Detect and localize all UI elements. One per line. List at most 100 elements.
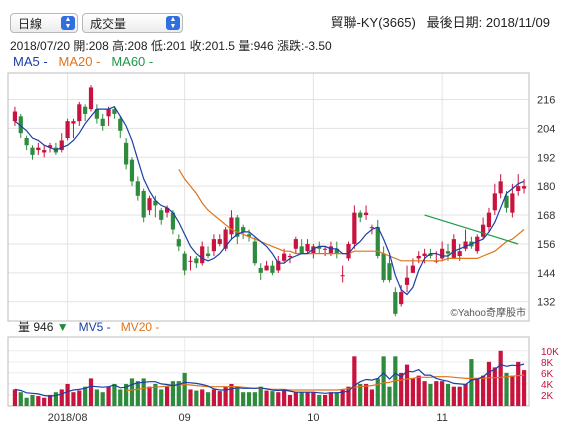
volume-bar — [194, 390, 199, 406]
x-tick-label: 11 — [436, 412, 447, 424]
mv5-legend: MV5 - — [78, 320, 111, 334]
volume-bar — [428, 383, 433, 406]
candle-body — [352, 212, 357, 244]
candle-body — [112, 109, 117, 114]
stock-name: 貿聯-KY(3665) — [330, 15, 416, 30]
price-tick-label: 132 — [537, 297, 555, 309]
volume-bar — [211, 389, 217, 406]
volume-bar — [47, 394, 53, 406]
candle-body — [18, 116, 23, 134]
down-arrow-icon: ▼ — [56, 320, 69, 334]
volume-bar — [170, 381, 176, 406]
mv5-line — [14, 363, 525, 397]
volume-bar — [422, 381, 427, 406]
volume-bar — [83, 386, 88, 406]
candle-body — [36, 147, 41, 151]
select-arrows-icon: ▲ ▼ — [166, 16, 180, 30]
candle-body — [129, 159, 135, 182]
volume-bar — [311, 392, 316, 406]
candle-body — [375, 227, 380, 256]
candle-body — [422, 253, 427, 256]
volume-bar — [118, 389, 123, 406]
candle-body — [135, 181, 140, 196]
candle-body — [381, 253, 386, 281]
last-date: 2018/11/09 — [485, 15, 550, 30]
volume-bar — [375, 378, 380, 406]
candle-body — [211, 239, 217, 252]
volume-bar — [492, 367, 497, 406]
candle-body — [188, 260, 193, 262]
volume-bar — [159, 389, 164, 406]
volume-bar — [287, 394, 293, 406]
candle-body — [94, 109, 99, 119]
price-tick-label: 180 — [537, 181, 555, 193]
volume-bar — [129, 378, 135, 406]
volume-bar — [88, 378, 94, 406]
x-tick-label: 09 — [179, 412, 191, 424]
volume-bar — [434, 381, 439, 406]
volume-bar — [387, 386, 392, 406]
ohlc-date: 2018/07/20 — [10, 39, 71, 53]
volume-bar — [24, 397, 29, 406]
candle-body — [100, 118, 105, 126]
candle-body — [399, 292, 404, 305]
candle-body — [217, 239, 222, 244]
candle-body — [252, 241, 257, 264]
ma20-legend: MA20 - — [58, 54, 101, 69]
volume-bar — [504, 372, 509, 406]
volume-bar — [100, 392, 105, 406]
volume-bar — [164, 386, 170, 406]
candle-body — [393, 292, 398, 314]
candle-body — [416, 255, 421, 259]
volume-legend-label: 量 — [18, 320, 31, 334]
candle-body — [328, 246, 334, 254]
candle-body — [293, 239, 298, 249]
volume-bar — [521, 370, 527, 406]
volume-bar — [188, 389, 193, 406]
candle-body — [440, 248, 445, 259]
volume-bar — [71, 392, 76, 406]
volume-bar — [106, 386, 111, 406]
volume-bar — [141, 378, 146, 406]
volume-bar — [358, 383, 363, 406]
volume-bar — [510, 375, 515, 406]
volume-bar — [65, 383, 70, 406]
volume-bar — [36, 396, 41, 406]
candle-body — [282, 253, 287, 261]
candle-body — [486, 212, 492, 228]
volume-tick-label: 8K — [541, 358, 554, 369]
open-label: 開: — [73, 39, 89, 53]
candle-body — [410, 265, 415, 273]
candle-body — [317, 246, 322, 249]
volume-value: 946 — [253, 39, 274, 53]
candle-body — [387, 263, 392, 281]
candle-body — [358, 212, 363, 218]
candle-body — [451, 239, 456, 259]
candle-body — [229, 217, 234, 235]
candle-body — [404, 277, 410, 285]
volume-bar — [124, 383, 129, 406]
volume-bar — [399, 372, 404, 406]
volume-bar — [410, 378, 415, 406]
ma5-line — [14, 105, 525, 296]
volume-bar — [18, 392, 23, 406]
volume-bar — [94, 389, 99, 406]
volume-bar — [217, 391, 222, 406]
candle-body — [164, 207, 170, 213]
volume-tick-label: 4K — [541, 380, 554, 391]
price-tick-label: 168 — [537, 210, 555, 222]
volume-bar — [77, 390, 82, 406]
volume-bar — [223, 386, 228, 406]
volume-tick-label: 2K — [541, 391, 554, 402]
indicator-select[interactable]: 成交量 ▲ ▼ — [82, 13, 183, 33]
volume-bar — [252, 392, 257, 406]
volume-bar — [334, 392, 339, 406]
volume-bar — [147, 386, 152, 406]
range-select[interactable]: 日線 ▲ ▼ — [10, 13, 78, 33]
volume-bar — [42, 397, 47, 406]
price-tick-label: 144 — [537, 268, 555, 280]
candle-body — [194, 258, 199, 264]
candle-body — [369, 227, 375, 229]
volume-bar — [352, 356, 357, 406]
candle-body — [200, 246, 205, 264]
